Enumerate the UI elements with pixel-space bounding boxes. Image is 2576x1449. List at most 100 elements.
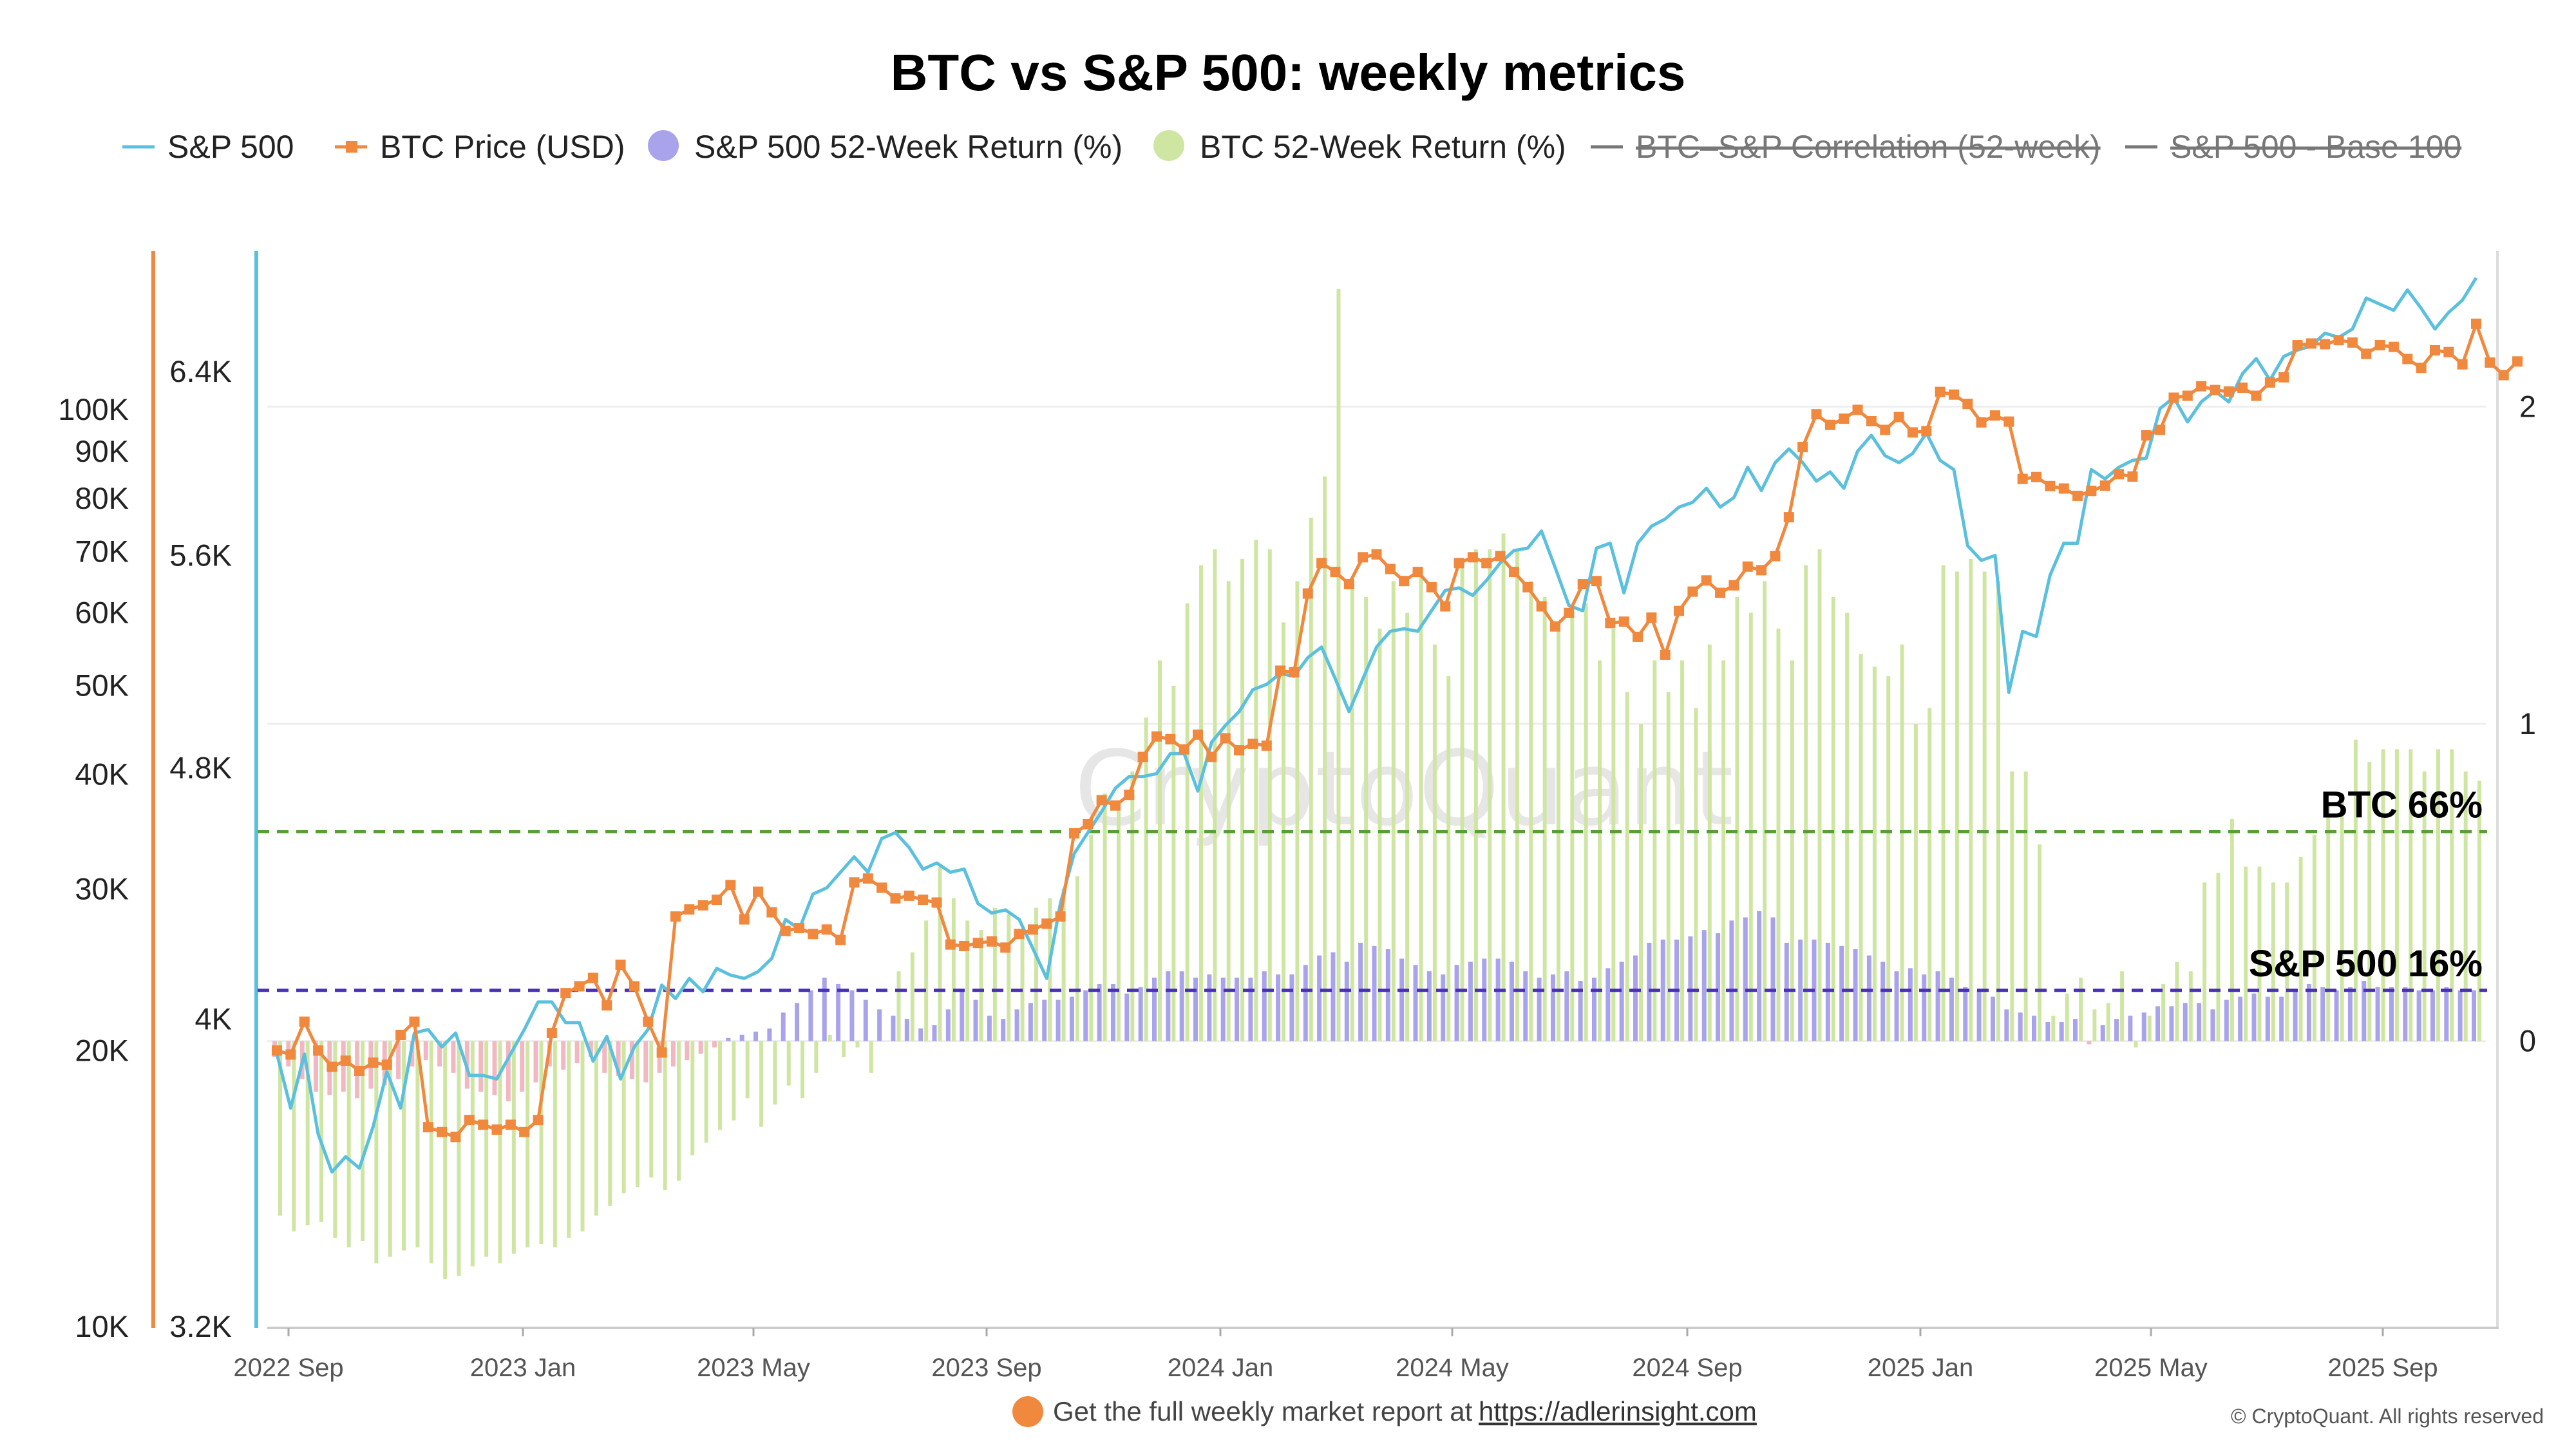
btc-return-bar (896, 971, 901, 1041)
sp500-return-bar (1990, 996, 1995, 1041)
sp500-return-bar (698, 1041, 703, 1054)
btc-point (1234, 745, 1245, 756)
btc-return-bar (1790, 660, 1794, 1041)
btc-point (1481, 558, 1492, 569)
axes: 100K 90K 80K 70K 60K 50K 40K 30K 20K 10K 6.4K 5.6K 4… (58, 251, 2536, 1382)
btc-point (1316, 558, 1327, 569)
x-axis-tick: 2024 Jan (1168, 1354, 1274, 1382)
sp500-return-bar (1110, 983, 1115, 1041)
btc-return-bar (663, 1041, 667, 1191)
btc-return-bar (1336, 289, 1341, 1041)
btc-return-bar (1872, 667, 1877, 1041)
btc-return-bar (951, 898, 956, 1041)
btc-return-bar (278, 1041, 282, 1216)
btc-return-bar (1185, 603, 1189, 1041)
sp500-return-bar (1138, 987, 1143, 1041)
sp500-return-bar (423, 1041, 428, 1061)
x-axis-tick: 2023 Sep (931, 1354, 1041, 1382)
btc-return-bar (415, 1041, 420, 1247)
btc-return-bar (1969, 558, 1973, 1041)
btc-point (409, 1016, 420, 1027)
x-axis-tick: 2023 May (697, 1354, 810, 1382)
btc-point (450, 1132, 461, 1142)
btc-point (2058, 483, 2069, 494)
legend-item-3[interactable]: BTC 52-Week Return (%) (1153, 129, 1566, 165)
btc-axis-tick: 90K (75, 434, 129, 468)
btc-point (2278, 372, 2289, 383)
x-axis-tick: 2025 Sep (2327, 1354, 2438, 1382)
btc-return-bar (1584, 603, 1588, 1041)
btc-point (2374, 340, 2385, 351)
sp500-return-bar (2032, 1016, 2036, 1041)
sp500-return-bar (1633, 955, 1638, 1041)
sp500-return-bar (1001, 1019, 1006, 1041)
sp500-return-bar (2320, 987, 2325, 1041)
legend-item-0[interactable]: S&P 500 (122, 129, 294, 165)
legend-item-4[interactable]: BTC–S&P Correlation (52-week) (1591, 129, 2101, 165)
btc-return-bar (1707, 644, 1712, 1041)
legend-item-2[interactable]: S&P 500 52-Week Return (%) (648, 129, 1122, 165)
btc-return-bar (594, 1041, 598, 1216)
sp500-return-bar (1289, 974, 1294, 1041)
btc-return-bar (1199, 565, 1204, 1041)
btc-return-bar (1103, 793, 1107, 1041)
legend[interactable]: S&P 500 BTC Price (USD) S&P 500 52-Week Re… (122, 129, 2461, 165)
btc-axis-tick: 30K (75, 871, 129, 905)
btc-point (945, 939, 956, 950)
btc-point (1756, 565, 1767, 576)
legend-item-1[interactable]: BTC Price (USD) (335, 129, 625, 165)
btc-return-bar (1735, 596, 1739, 1041)
x-axis-tick: 2022 Sep (233, 1354, 343, 1382)
btc-point (546, 1028, 557, 1039)
sp500-return-bar (767, 1028, 772, 1041)
btc-return-bar (965, 920, 970, 1041)
sp500-return-bar (2251, 993, 2257, 1041)
btc-point (835, 934, 846, 945)
btc-point (2320, 339, 2331, 350)
btc-return-bar (2463, 771, 2468, 1041)
sp500-return-bar (1441, 974, 1446, 1041)
footer: Get the full weekly market report at htt… (1012, 1396, 2544, 1428)
btc-point (1495, 551, 1506, 562)
btc-point (1358, 552, 1368, 563)
btc-point (1989, 410, 2000, 421)
sp500-return-bar (1454, 965, 1459, 1041)
btc-return-bar (1900, 644, 1904, 1041)
sp500-return-bar (2197, 1003, 2202, 1041)
sp500-return-bar (1523, 971, 1528, 1041)
btc-point (2003, 416, 2014, 427)
btc-axis-tick: 40K (75, 757, 129, 791)
sp500-return-bar (2100, 1025, 2105, 1041)
btc-point (1633, 631, 1643, 642)
sp500-return-bar (1729, 920, 1734, 1041)
sp500-return-bar (849, 990, 855, 1041)
sp500-return-bar (795, 1003, 800, 1041)
btc-point (1646, 612, 1657, 623)
btc-return-bar (1845, 612, 1850, 1041)
sp500-return-bar (863, 999, 868, 1041)
btc-return-bar (292, 1041, 296, 1232)
footer-link[interactable]: https://adlerinsight.com (1479, 1396, 1757, 1426)
legend-dot-icon (1153, 130, 1184, 161)
btc-point (1687, 586, 1698, 597)
sp500-return-bar (2444, 987, 2449, 1041)
btc-return-bar (1158, 660, 1162, 1041)
btc-point (1701, 575, 1712, 586)
sp500-return-bar (960, 990, 965, 1041)
legend-item-5[interactable]: S&P 500 - Base 100 (2125, 129, 2461, 165)
sp500-return-bar (396, 1041, 401, 1079)
btc-point (2457, 359, 2468, 370)
btc-point (2114, 469, 2125, 480)
btc-point (986, 936, 997, 947)
btc-point (2127, 471, 2138, 482)
btc-point (931, 897, 942, 908)
sp500-return-bar (1537, 978, 1542, 1041)
btc-return-bar (690, 1041, 695, 1155)
btc-point (1124, 790, 1135, 800)
legend-label: BTC Price (USD) (380, 129, 625, 165)
sp500-return-bar (1605, 968, 1611, 1041)
sp500-return-bar (437, 1041, 442, 1067)
btc-point (1605, 618, 1616, 629)
chart-title: BTC vs S&P 500: weekly metrics (891, 44, 1686, 101)
btc-point (340, 1055, 351, 1066)
